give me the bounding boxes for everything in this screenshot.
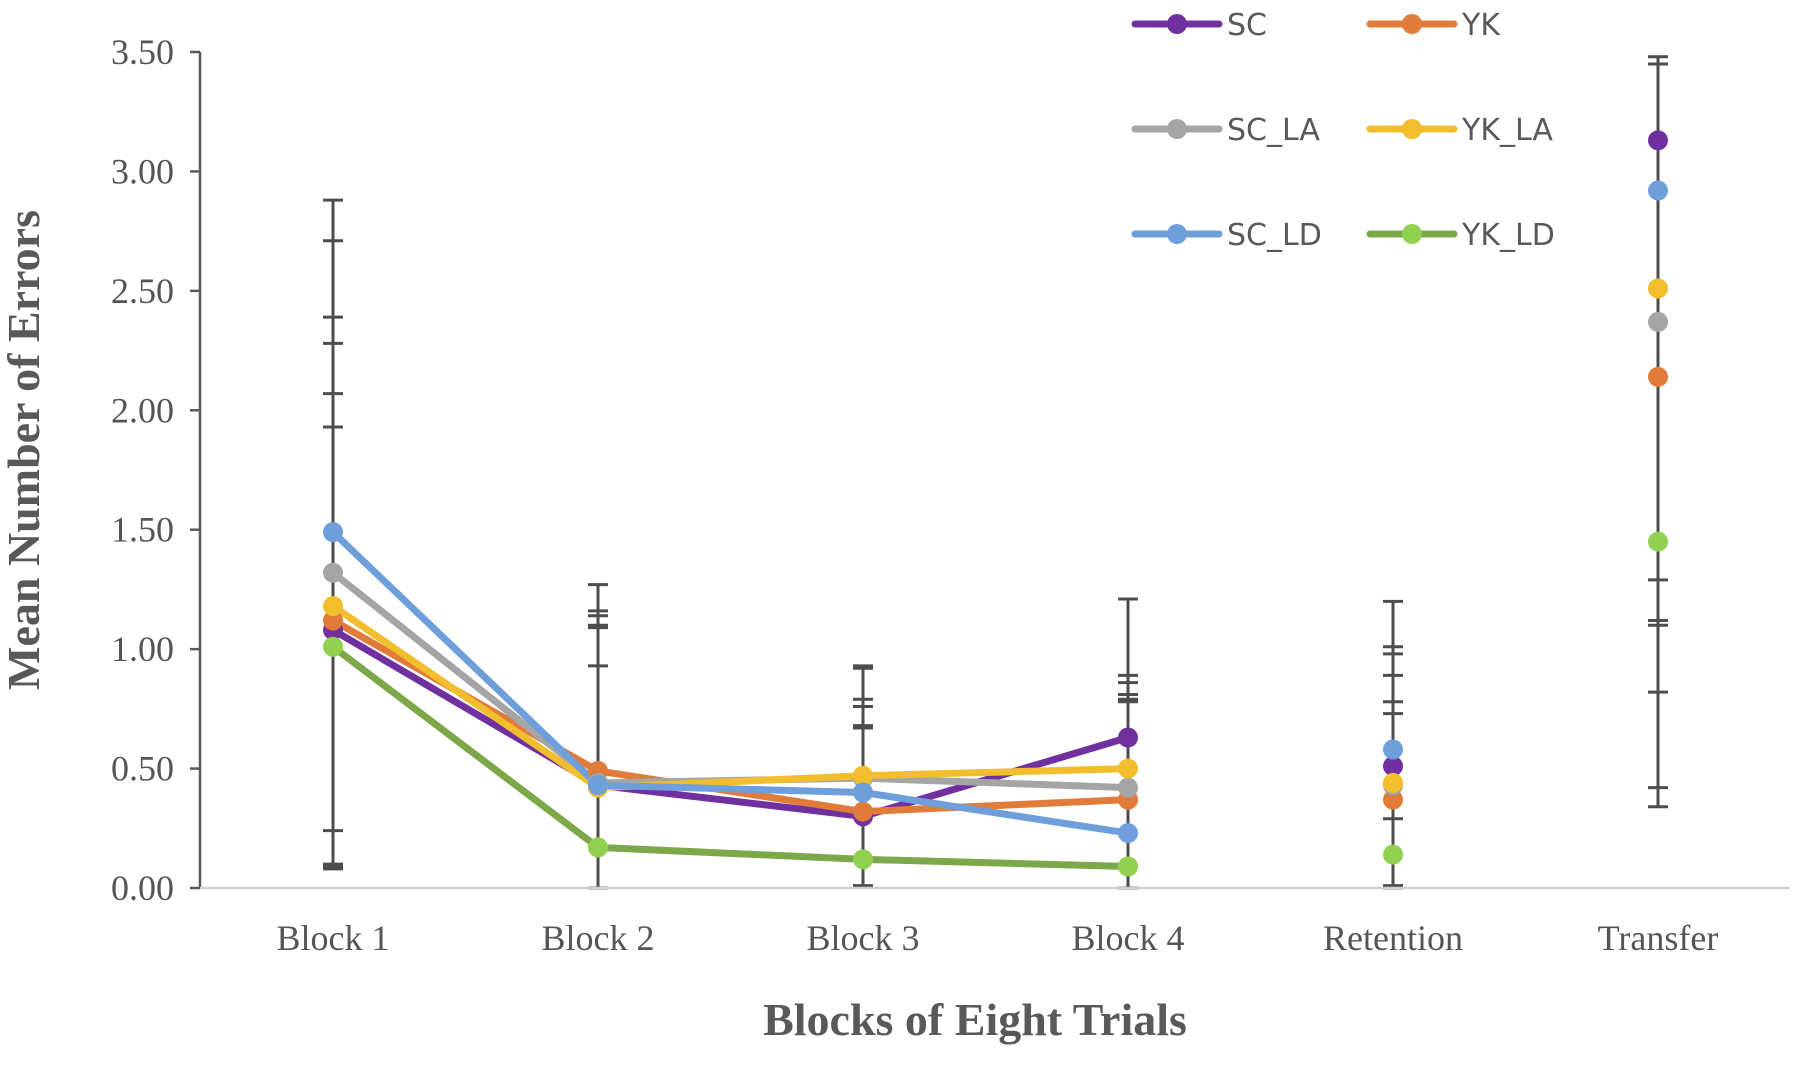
data-point-yk-ld (588, 837, 608, 858)
x-tick-label: Block 2 (542, 918, 655, 958)
data-point-sc-ld (588, 775, 608, 796)
data-point-yk (1383, 789, 1403, 810)
x-tick-label: Retention (1323, 918, 1463, 958)
legend-swatch-marker (1402, 119, 1422, 139)
series-line-yk-la (329, 602, 1132, 792)
x-tick-label: Block 3 (807, 918, 920, 958)
series-line-sc-ld (329, 528, 1132, 837)
y-axis-title: Mean Number of Errors (0, 210, 49, 690)
data-point-sc-ld (323, 522, 343, 543)
data-point-yk-la (1118, 758, 1138, 779)
data-point-yk-la (1648, 278, 1668, 299)
legend-entry-sc: SC (1131, 8, 1267, 43)
y-tick-label: 1.50 (111, 510, 174, 550)
data-point-yk-ld (1648, 531, 1668, 552)
legend-swatch-marker (1167, 14, 1187, 34)
data-point-sc-ld (853, 782, 873, 803)
legend-entry-sc-la: SC_LA (1131, 113, 1320, 148)
data-point-sc (1648, 130, 1668, 151)
legend-swatch-marker (1167, 119, 1187, 139)
data-point-sc-la (1118, 777, 1138, 798)
x-axis-tick-labels: Block 1 Block 2 Block 3 Block 4 Retention Tra… (277, 918, 1719, 958)
data-point-yk (1648, 366, 1668, 387)
legend-label: YK_LA (1461, 113, 1553, 148)
x-tick-label: Transfer (1598, 918, 1719, 958)
data-point-sc-la (1648, 311, 1668, 332)
legend-entry-yk-ld: YK_LD (1366, 218, 1555, 253)
legend-label: YK (1461, 8, 1501, 43)
error-bars (323, 55, 1668, 890)
y-axis-ticks: 0.00 0.50 1.00 1.50 2.00 2.50 3.00 3.50 (111, 32, 200, 908)
data-point-yk-la (1383, 772, 1403, 793)
data-point-sc-ld (1648, 180, 1668, 201)
y-tick-label: 3.50 (111, 32, 174, 72)
y-tick-label: 2.50 (111, 271, 174, 311)
series-line-sc (329, 626, 1132, 820)
data-point-sc (1383, 756, 1403, 777)
data-point-yk-ld (1118, 856, 1138, 877)
legend: SC YK SC_LA YK_LA SC_LD YK_LD (1131, 8, 1555, 253)
y-tick-label: 3.00 (111, 151, 174, 191)
data-point-yk-la (323, 596, 343, 617)
data-point-yk-ld (853, 849, 873, 870)
data-point-sc (1118, 727, 1138, 748)
data-point-yk-ld (323, 636, 343, 657)
x-tick-label: Block 4 (1072, 918, 1185, 958)
x-tick-label: Block 1 (277, 918, 390, 958)
legend-entry-yk-la: YK_LA (1366, 113, 1553, 148)
y-tick-label: 2.00 (111, 390, 174, 430)
data-point-yk-ld (1383, 844, 1403, 865)
series-line-sc-la (329, 569, 1132, 792)
legend-swatch-marker (1167, 224, 1187, 244)
legend-label: SC_LA (1227, 113, 1320, 148)
data-point-yk (853, 801, 873, 822)
legend-swatch-marker (1402, 14, 1422, 34)
series-lines (329, 528, 1132, 871)
data-point-sc-la (323, 562, 343, 583)
series-points (323, 130, 1668, 877)
legend-swatch-marker (1402, 224, 1422, 244)
y-tick-label: 0.00 (111, 868, 174, 908)
legend-entry-sc-ld: SC_LD (1131, 218, 1322, 253)
series-line-yk-ld (329, 643, 1132, 871)
legend-label: SC_LD (1227, 218, 1322, 253)
data-point-sc-ld (1118, 823, 1138, 844)
y-tick-label: 0.50 (111, 749, 174, 789)
y-tick-label: 1.00 (111, 629, 174, 669)
legend-label: SC (1227, 8, 1267, 43)
data-point-yk-la (853, 765, 873, 786)
data-point-sc-ld (1383, 739, 1403, 760)
data-point-yk (323, 610, 343, 631)
x-axis-title: Blocks of Eight Trials (763, 994, 1187, 1045)
legend-entry-yk: YK (1366, 8, 1501, 43)
axes (198, 52, 1790, 890)
legend-label: YK_LD (1461, 218, 1555, 253)
